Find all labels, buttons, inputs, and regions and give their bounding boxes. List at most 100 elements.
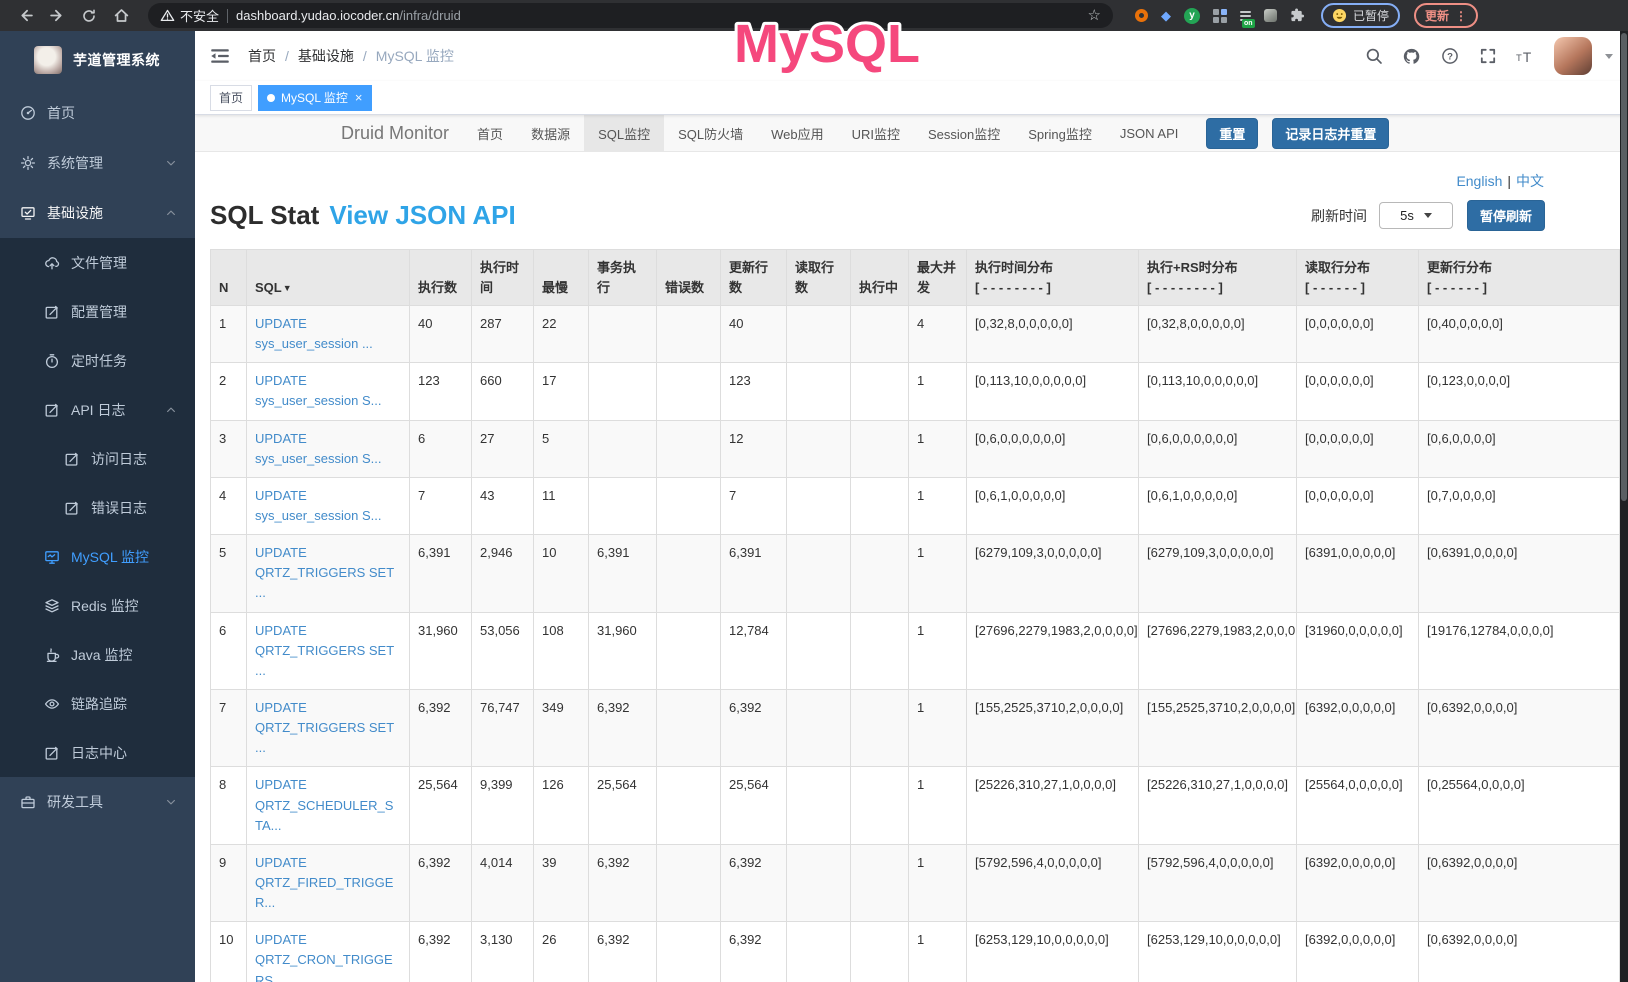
sidebar-item-label: MySQL 监控 bbox=[71, 548, 150, 565]
pause-refresh-button[interactable]: 暂停刷新 bbox=[1466, 200, 1545, 231]
sidebar-item-system-manage[interactable]: 系统管理 bbox=[0, 138, 195, 188]
tab-home[interactable]: 首页 bbox=[210, 84, 253, 111]
sidebar-item-home[interactable]: 首页 bbox=[0, 88, 195, 138]
extension-grid-icon[interactable] bbox=[1213, 8, 1227, 23]
sidebar-item-label: 配置管理 bbox=[71, 303, 127, 320]
sql-cell: UPDATE QRTZ_TRIGGERS SET ... bbox=[246, 611, 410, 690]
forward-icon[interactable] bbox=[44, 3, 70, 29]
sidebar-item-redis-monitor[interactable]: Redis 监控 bbox=[0, 581, 195, 630]
druid-nav-item[interactable]: URI监控 bbox=[851, 126, 900, 142]
refresh-interval-select[interactable]: 5s bbox=[1378, 202, 1453, 229]
chevron-up-icon bbox=[165, 207, 177, 219]
druid-brand[interactable]: Druid Monitor bbox=[341, 122, 450, 143]
access-log-icon bbox=[64, 451, 80, 467]
sidebar-item-scheduled-job[interactable]: 定时任务 bbox=[0, 336, 195, 385]
search-icon[interactable] bbox=[1364, 47, 1383, 66]
bookmark-star-icon[interactable]: ☆ bbox=[1087, 7, 1101, 24]
table-cell: 7 bbox=[720, 476, 787, 536]
help-icon[interactable]: ? bbox=[1440, 47, 1459, 66]
table-cell: 12 bbox=[720, 419, 787, 478]
back-icon[interactable] bbox=[12, 3, 38, 29]
browser-toolbar: 不安全 dashboard.yudao.iocoder.cn/infra/dru… bbox=[0, 0, 1628, 31]
close-icon[interactable]: × bbox=[354, 90, 363, 105]
sql-link[interactable]: UPDATE sys_user_session ... bbox=[255, 316, 373, 352]
druid-nav-item[interactable]: SQL防火墙 bbox=[678, 126, 744, 142]
druid-nav-item[interactable]: Web应用 bbox=[771, 126, 824, 142]
sql-link[interactable]: UPDATE QRTZ_TRIGGERS SET ... bbox=[255, 545, 394, 601]
sidebar-item-access-log[interactable]: 访问日志 bbox=[0, 434, 195, 483]
table-cell: 31,960 bbox=[409, 611, 472, 690]
sidebar-item-infrastructure[interactable]: 基础设施 bbox=[0, 188, 195, 238]
user-avatar[interactable] bbox=[1554, 37, 1592, 75]
sql-link[interactable]: UPDATE QRTZ_TRIGGERS SET ... bbox=[255, 622, 394, 678]
url-text: dashboard.yudao.iocoder.cn/infra/druid bbox=[236, 8, 461, 23]
extension-tampermonkey-icon[interactable]: on bbox=[1240, 10, 1255, 28]
extension-orange-ring-icon[interactable] bbox=[1135, 9, 1148, 22]
sql-link[interactable]: UPDATE QRTZ_CRON_TRIGGERS... bbox=[255, 932, 393, 982]
extension-green-y-icon[interactable]: y bbox=[1184, 7, 1200, 24]
table-cell: 9 bbox=[210, 843, 247, 923]
sidebar-item-label: 错误日志 bbox=[91, 499, 147, 516]
table-cell: 123 bbox=[720, 362, 787, 421]
face-icon bbox=[1332, 8, 1347, 23]
sql-link[interactable]: UPDATE sys_user_session S... bbox=[255, 487, 382, 523]
table-cell: 10 bbox=[210, 921, 247, 982]
sql-link[interactable]: UPDATE sys_user_session S... bbox=[255, 430, 382, 466]
update-chip[interactable]: 更新 ⋮ bbox=[1414, 3, 1479, 28]
sidebar-item-error-log[interactable]: 错误日志 bbox=[0, 483, 195, 532]
extension-gray-icon[interactable] bbox=[1264, 9, 1277, 22]
reload-icon[interactable] bbox=[76, 3, 102, 29]
druid-nav-item[interactable]: 首页 bbox=[477, 126, 504, 142]
column-header[interactable]: SQL▼ bbox=[246, 249, 410, 306]
kebab-menu-icon[interactable]: ⋮ bbox=[1455, 8, 1468, 23]
sidebar-item-java-monitor[interactable]: Java 监控 bbox=[0, 630, 195, 679]
sidebar-item-file-manage[interactable]: 文件管理 bbox=[0, 238, 195, 287]
sidebar-item-dev-tools[interactable]: 研发工具 bbox=[0, 777, 195, 827]
sql-cell: UPDATE QRTZ_TRIGGERS SET ... bbox=[246, 534, 410, 613]
extension-blue-gem-icon[interactable]: ◆ bbox=[1161, 8, 1171, 23]
table-cell: 6,392 bbox=[409, 843, 472, 923]
table-cell bbox=[850, 921, 909, 982]
extensions-puzzle-icon[interactable] bbox=[1290, 8, 1305, 23]
app-logo-row[interactable]: 芋道管理系统 bbox=[0, 31, 195, 88]
chevron-down-icon[interactable] bbox=[1605, 53, 1613, 59]
home-icon[interactable] bbox=[108, 3, 134, 29]
profile-chip[interactable]: 已暂停 bbox=[1321, 3, 1401, 28]
table-cell: 4,014 bbox=[471, 843, 534, 923]
sidebar-item-trace[interactable]: 链路追踪 bbox=[0, 679, 195, 728]
address-bar[interactable]: 不安全 dashboard.yudao.iocoder.cn/infra/dru… bbox=[148, 3, 1113, 28]
tab-mysql-monitor[interactable]: MySQL 监控 × bbox=[258, 84, 372, 111]
sidebar-item-api-log[interactable]: API 日志 bbox=[0, 385, 195, 434]
lang-english-link[interactable]: English bbox=[1456, 173, 1503, 189]
druid-nav-item[interactable]: SQL监控 bbox=[584, 115, 665, 151]
breadcrumb-infrastructure[interactable]: 基础设施 bbox=[297, 48, 354, 64]
sql-link[interactable]: UPDATE sys_user_session S... bbox=[255, 373, 382, 409]
sidebar-item-log-center[interactable]: 日志中心 bbox=[0, 728, 195, 777]
site-security-warning[interactable]: 不安全 bbox=[160, 6, 219, 25]
sql-link[interactable]: UPDATE QRTZ_TRIGGERS SET ... bbox=[255, 699, 394, 756]
druid-nav-item[interactable]: JSON API bbox=[1119, 125, 1179, 141]
lang-chinese-link[interactable]: 中文 bbox=[1516, 173, 1544, 189]
table-cell bbox=[786, 419, 851, 478]
druid-nav-item[interactable]: Session监控 bbox=[928, 126, 1001, 142]
sidebar-item-mysql-monitor[interactable]: MySQL 监控 bbox=[0, 532, 195, 581]
page-scrollbar[interactable] bbox=[1620, 31, 1628, 982]
scrollbar-thumb[interactable] bbox=[1621, 33, 1627, 501]
druid-nav-item[interactable]: 数据源 bbox=[531, 126, 571, 142]
log-and-reset-button[interactable]: 记录日志并重置 bbox=[1272, 117, 1390, 149]
sql-link[interactable]: UPDATE QRTZ_FIRED_TRIGGER... bbox=[255, 854, 394, 911]
breadcrumb-home[interactable]: 首页 bbox=[248, 48, 276, 64]
sidebar-toggle-icon[interactable] bbox=[210, 45, 232, 67]
table-cell: [0,25564,0,0,0,0] bbox=[1418, 766, 1620, 845]
table-cell: [0,0,0,0,0,0] bbox=[1296, 419, 1419, 478]
breadcrumb-separator: / bbox=[362, 48, 367, 64]
view-json-api-link[interactable]: View JSON API bbox=[329, 200, 516, 230]
druid-nav-item[interactable]: Spring监控 bbox=[1028, 126, 1092, 142]
sql-link[interactable]: UPDATE QRTZ_SCHEDULER_STA... bbox=[255, 777, 394, 833]
chevron-down-icon bbox=[165, 157, 177, 169]
sidebar-item-config-manage[interactable]: 配置管理 bbox=[0, 287, 195, 336]
github-icon[interactable] bbox=[1402, 47, 1421, 66]
fullscreen-icon[interactable] bbox=[1478, 47, 1497, 66]
reset-button[interactable]: 重置 bbox=[1206, 117, 1259, 149]
